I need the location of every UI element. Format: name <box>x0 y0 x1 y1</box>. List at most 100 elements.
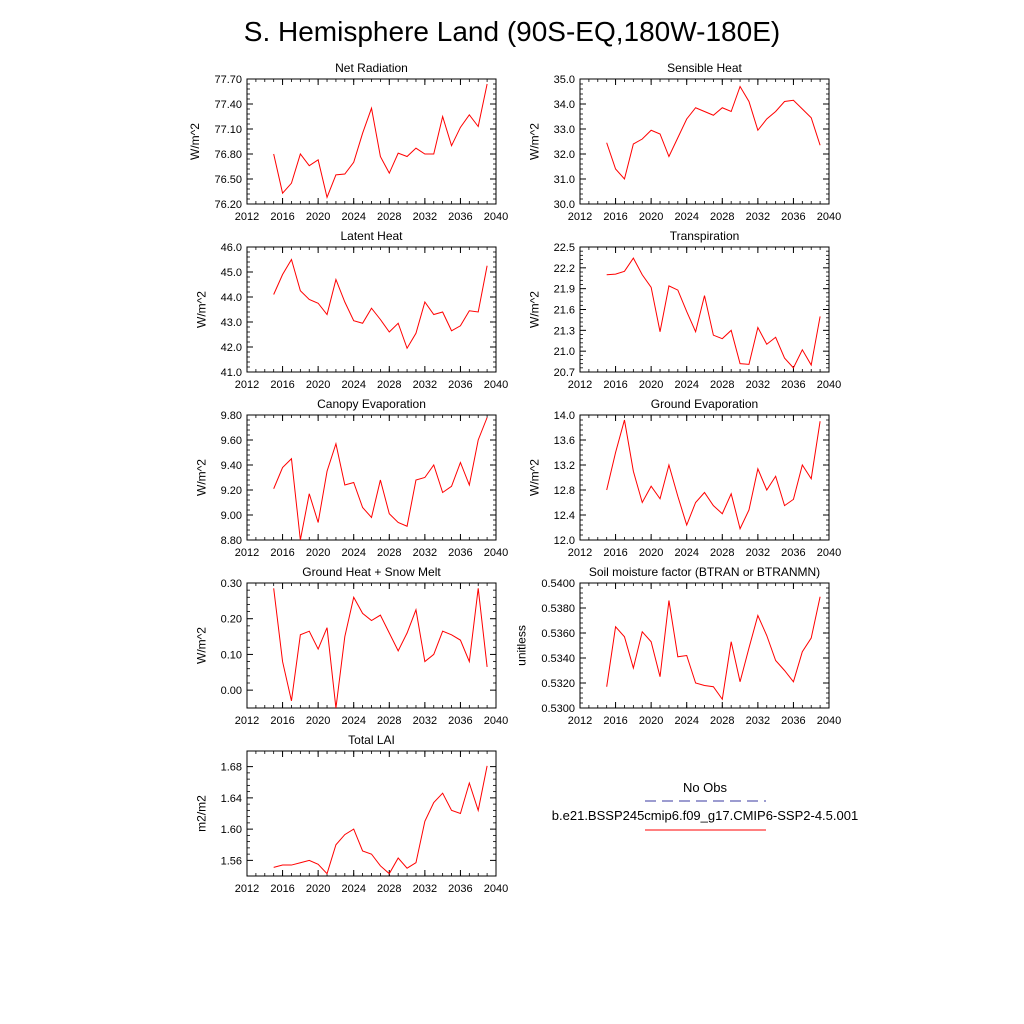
plot-frame <box>246 246 497 373</box>
x-tick-label: 2024 <box>674 547 698 559</box>
x-tick-label: 2028 <box>377 883 401 895</box>
y-tick-label: 0.5340 <box>541 653 575 665</box>
y-tick-label: 35.0 <box>554 74 575 86</box>
x-tick-label: 2032 <box>746 547 770 559</box>
y-tick-label: 77.70 <box>214 74 242 86</box>
x-tick-label: 2024 <box>674 211 698 223</box>
y-tick-label: 0.5400 <box>541 578 575 590</box>
plot-frame <box>579 78 830 205</box>
y-tick-label: 43.0 <box>221 317 242 329</box>
panel: 2012 2016 2020 2024 2028 2032 2036 2040 0.00 0.10… <box>194 565 508 727</box>
y-tick-label: 42.0 <box>221 342 242 354</box>
y-tick-label: 76.20 <box>214 199 242 211</box>
y-tick-label: 46.0 <box>221 242 242 254</box>
panel-title: Latent Heat <box>340 229 403 243</box>
x-tick-label: 2020 <box>306 379 330 391</box>
x-tick-label: 2028 <box>377 715 401 727</box>
x-tick-label: 2024 <box>341 883 365 895</box>
x-tick-label: 2028 <box>377 379 401 391</box>
y-tick-label: 12.8 <box>554 485 575 497</box>
x-tick-label: 2036 <box>781 547 805 559</box>
y-tick-label: 22.2 <box>554 263 575 275</box>
series-line <box>273 765 488 875</box>
x-tick-label: 2028 <box>710 547 734 559</box>
x-tick-label: 2020 <box>306 547 330 559</box>
y-tick-label: 0.5300 <box>541 703 575 715</box>
y-tick-label: 20.7 <box>554 367 575 379</box>
panel: 2012 2016 2020 2024 2028 2032 2036 2040 0.5300 0.… <box>515 565 842 727</box>
y-tick-label: 13.6 <box>554 435 575 447</box>
y-tick-label: 0.30 <box>221 578 242 590</box>
x-tick-label: 2016 <box>270 883 294 895</box>
y-tick-label: 21.6 <box>554 305 575 317</box>
y-tick-label: 21.0 <box>554 346 575 358</box>
x-tick-label: 2020 <box>639 379 663 391</box>
x-tick-label: 2012 <box>235 547 259 559</box>
x-tick-label: 2012 <box>568 547 592 559</box>
legend: No Obs b.e21.BSSP245cmip6.f09_g17.CMIP6-… <box>552 780 858 831</box>
x-tick-label: 2016 <box>270 211 294 223</box>
y-tick-label: 0.5320 <box>541 678 575 690</box>
y-tick-label: 0.10 <box>221 649 242 661</box>
x-tick-label: 2036 <box>448 547 472 559</box>
y-tick-label: 9.20 <box>221 485 242 497</box>
y-tick-label: 12.0 <box>554 535 575 547</box>
panel: 2012 2016 2020 2024 2028 2032 2036 2040 8.80 9.00… <box>194 397 508 559</box>
x-tick-label: 2016 <box>603 211 627 223</box>
plot-frame <box>579 414 830 541</box>
y-tick-label: 21.9 <box>554 284 575 296</box>
x-tick-label: 2020 <box>639 211 663 223</box>
series-line <box>273 83 488 199</box>
x-tick-label: 2028 <box>710 211 734 223</box>
y-axis-label: W/m^2 <box>194 627 208 664</box>
panel-title: Sensible Heat <box>667 61 742 75</box>
x-tick-label: 2016 <box>603 547 627 559</box>
plot-frame <box>579 582 830 709</box>
y-axis-label: W/m^2 <box>527 291 541 328</box>
x-tick-label: 2012 <box>568 379 592 391</box>
y-tick-label: 45.0 <box>221 267 242 279</box>
x-tick-label: 2012 <box>568 211 592 223</box>
y-tick-label: 9.40 <box>221 460 242 472</box>
panel-title: Ground Evaporation <box>651 397 758 411</box>
x-tick-label: 2020 <box>639 715 663 727</box>
legend-label-obs: No Obs <box>683 780 728 795</box>
series-line <box>273 417 488 540</box>
x-tick-label: 2032 <box>746 379 770 391</box>
x-tick-label: 2040 <box>817 379 841 391</box>
x-tick-label: 2032 <box>413 547 437 559</box>
y-tick-label: 33.0 <box>554 124 575 136</box>
panel-title: Canopy Evaporation <box>317 397 426 411</box>
x-tick-label: 2036 <box>448 883 472 895</box>
x-tick-label: 2028 <box>377 547 401 559</box>
x-tick-label: 2032 <box>413 715 437 727</box>
y-tick-label: 76.50 <box>214 174 242 186</box>
x-tick-label: 2036 <box>781 211 805 223</box>
y-tick-label: 1.68 <box>221 762 242 774</box>
x-tick-label: 2016 <box>603 379 627 391</box>
x-tick-label: 2012 <box>568 715 592 727</box>
x-tick-label: 2012 <box>235 715 259 727</box>
x-tick-label: 2024 <box>674 379 698 391</box>
x-tick-label: 2040 <box>484 715 508 727</box>
x-tick-label: 2012 <box>235 379 259 391</box>
y-axis-label: W/m^2 <box>527 123 541 160</box>
y-axis-label: W/m^2 <box>194 459 208 496</box>
x-tick-label: 2032 <box>413 883 437 895</box>
y-tick-label: 76.80 <box>214 149 242 161</box>
y-tick-label: 31.0 <box>554 174 575 186</box>
y-axis-label: W/m^2 <box>527 459 541 496</box>
y-tick-label: 34.0 <box>554 99 575 111</box>
x-tick-label: 2040 <box>484 379 508 391</box>
y-tick-label: 13.2 <box>554 460 575 472</box>
y-tick-label: 77.10 <box>214 124 242 136</box>
plot-frame <box>246 750 497 877</box>
x-tick-label: 2024 <box>341 379 365 391</box>
series-line <box>606 596 821 701</box>
x-tick-label: 2028 <box>710 379 734 391</box>
y-axis-label: unitless <box>515 625 529 666</box>
x-tick-label: 2024 <box>341 715 365 727</box>
y-axis-label: W/m^2 <box>188 123 202 160</box>
x-tick-label: 2016 <box>270 547 294 559</box>
